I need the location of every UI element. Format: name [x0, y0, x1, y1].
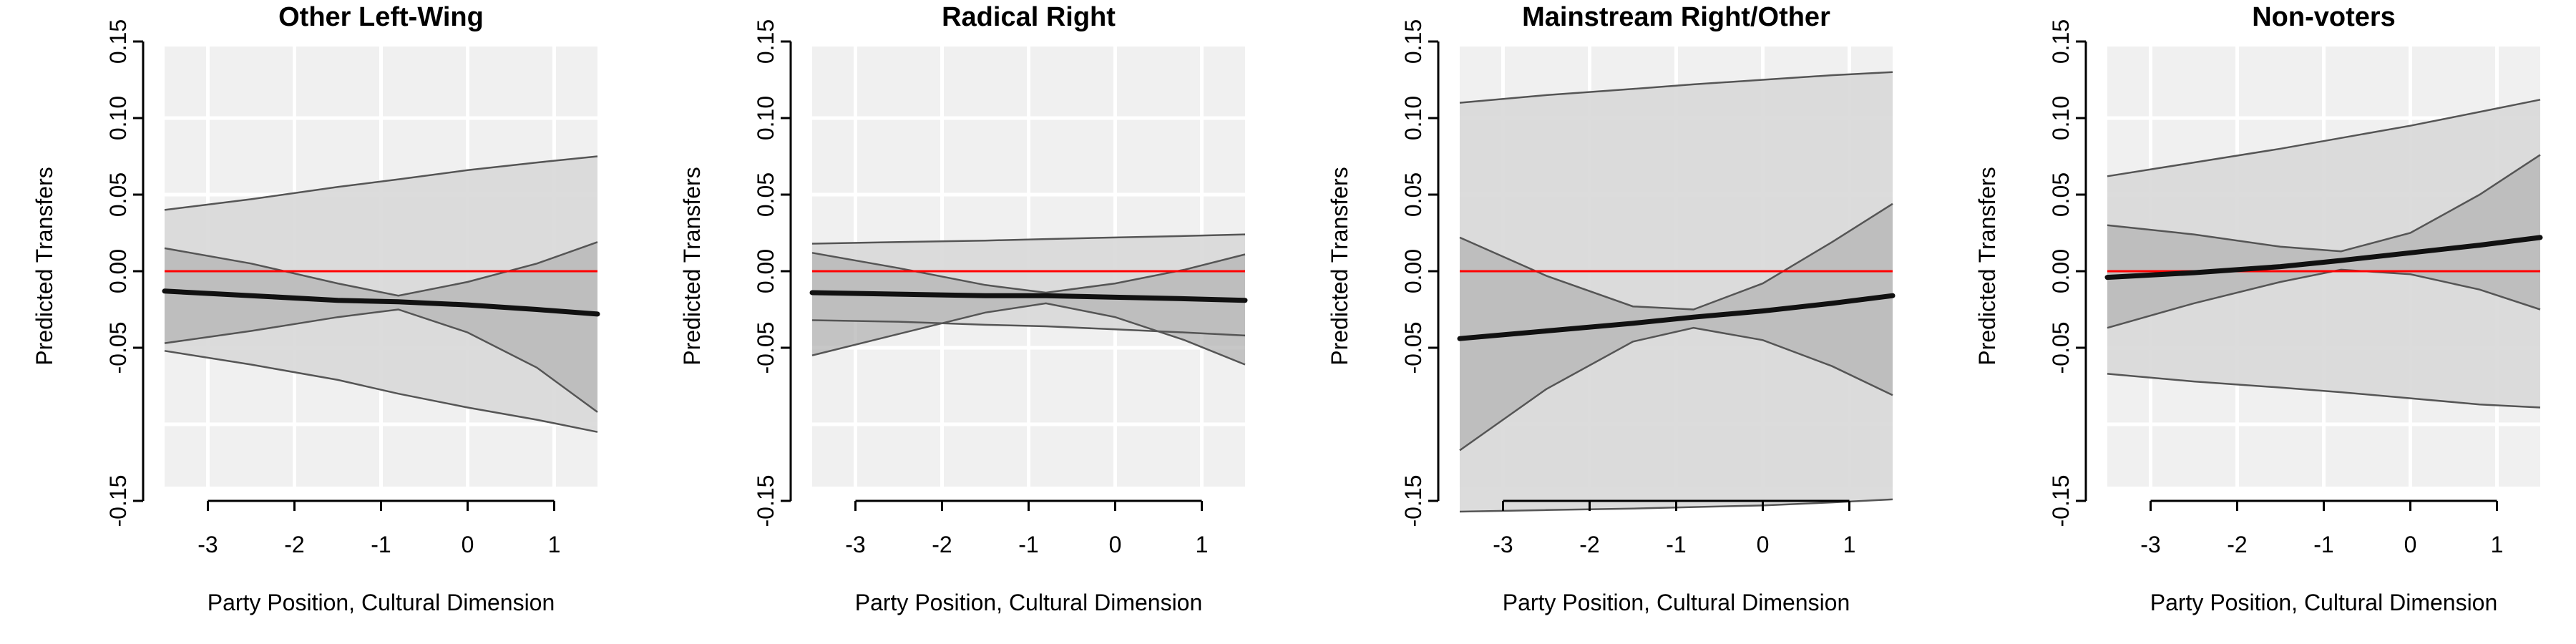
y-tick-label: -0.15 — [2048, 475, 2074, 527]
outer-band-lower-edge — [811, 319, 1246, 337]
outer-band-lower-edge — [2107, 373, 2541, 409]
y-axis-label: Predicted Transfers — [31, 167, 57, 365]
y-tick-label: 0.05 — [2048, 172, 2074, 217]
y-tick-label: 0.10 — [105, 96, 131, 140]
inner-band-upper-edge — [164, 241, 598, 297]
x-axis-label: Party Position, Cultural Dimension — [855, 590, 1203, 615]
x-tick-label: 1 — [1843, 532, 1856, 557]
y-tick-label: -0.05 — [2048, 322, 2074, 374]
x-tick-label: 1 — [2491, 532, 2504, 557]
inner-band-upper-edge — [811, 252, 1246, 294]
outer-band-upper-edge — [811, 233, 1246, 245]
y-tick-label: -0.15 — [105, 475, 131, 527]
x-tick-label: 1 — [548, 532, 561, 557]
y-tick-label: 0.10 — [2048, 96, 2074, 140]
x-tick-label: -1 — [371, 532, 391, 557]
estimate-line — [1457, 293, 1896, 341]
inner-band-lower-edge — [811, 302, 1246, 366]
x-tick-label: 0 — [2404, 532, 2417, 557]
y-tick-label: -0.05 — [753, 322, 779, 374]
x-tick-label: -2 — [2227, 532, 2247, 557]
outer-band-upper-edge — [164, 155, 598, 211]
x-tick-label: -3 — [2140, 532, 2160, 557]
y-tick-label: -0.05 — [1400, 322, 1426, 374]
panel-title: Other Left-Wing — [278, 2, 484, 32]
y-tick-label: -0.05 — [105, 322, 131, 374]
y-tick-label: 0.05 — [1400, 172, 1426, 217]
y-tick-label: 0.00 — [1400, 249, 1426, 293]
inner-confidence-band — [165, 242, 597, 412]
y-tick-label: 0.00 — [105, 249, 131, 293]
inner-band-lower-edge — [1459, 326, 1893, 452]
inner-confidence-band — [812, 253, 1245, 365]
inner-confidence-band — [2107, 155, 2540, 328]
y-tick-label: 0.15 — [105, 19, 131, 64]
x-tick-label: -2 — [284, 532, 304, 557]
outer-band-upper-edge — [1459, 71, 1893, 104]
y-tick-label: 0.15 — [2048, 19, 2074, 64]
x-tick-label: -2 — [1579, 532, 1599, 557]
x-tick-label: -3 — [197, 532, 218, 557]
y-tick-label: 0.10 — [753, 96, 779, 140]
y-tick-label: 0.00 — [2048, 249, 2074, 293]
inner-band-lower-edge — [2107, 268, 2541, 329]
panel-title: Radical Right — [942, 2, 1116, 32]
panel-title: Mainstream Right/Other — [1522, 2, 1830, 32]
estimate-line — [2104, 235, 2543, 280]
y-axis-label: Predicted Transfers — [1974, 167, 2000, 365]
outer-band-upper-edge — [2107, 99, 2541, 177]
y-tick-label: 0.05 — [753, 172, 779, 217]
x-tick-label: -2 — [932, 532, 952, 557]
x-tick-label: 0 — [1109, 532, 1122, 557]
x-axis-label: Party Position, Cultural Dimension — [208, 590, 555, 615]
inner-band-lower-edge — [164, 308, 598, 413]
y-tick-label: -0.15 — [753, 475, 779, 527]
panel-4: Non-voters -3 -2 -1 0 1 Party Position, Cultur… — [1974, 2, 2543, 615]
x-tick-label: 0 — [462, 532, 474, 557]
inner-band-upper-edge — [1459, 203, 1893, 311]
inner-band-upper-edge — [2107, 154, 2541, 253]
x-axis-label: Party Position, Cultural Dimension — [1503, 590, 1850, 615]
y-tick-label: 0.15 — [753, 19, 779, 64]
x-axis-label: Party Position, Cultural Dimension — [2150, 590, 2498, 615]
y-tick-label: -0.15 — [1400, 475, 1426, 527]
y-tick-label: 0.00 — [753, 249, 779, 293]
y-tick-label: 0.05 — [105, 172, 131, 217]
panel-2: Radical Right -3 -2 -1 0 1 Party Position, Cul… — [679, 2, 1248, 615]
panel-3: Mainstream Right/Other -3 -2 -1 0 1 Party Posi… — [1327, 2, 1896, 615]
y-axis-label: Predicted Transfers — [1327, 167, 1352, 365]
x-tick-label: -1 — [1018, 532, 1038, 557]
estimate-line — [162, 288, 600, 317]
y-tick-label: 0.10 — [1400, 96, 1426, 140]
x-tick-label: -3 — [845, 532, 865, 557]
y-tick-label: 0.15 — [1400, 19, 1426, 64]
x-tick-label: 1 — [1196, 532, 1209, 557]
x-tick-label: -3 — [1493, 532, 1513, 557]
x-tick-label: -1 — [2313, 532, 2333, 557]
inner-confidence-band — [1460, 203, 1893, 451]
panel-title: Non-voters — [2252, 2, 2396, 32]
outer-band-lower-edge — [1459, 498, 1893, 513]
outer-band-lower-edge — [164, 350, 598, 433]
panel-1: Other Left-Wing -3 -2 -1 0 1 Party Position, C… — [31, 2, 600, 615]
outer-confidence-band — [1460, 72, 1893, 512]
y-axis-label: Predicted Transfers — [679, 167, 705, 365]
estimate-line — [809, 290, 1248, 303]
x-tick-label: -1 — [1666, 532, 1686, 557]
x-tick-label: 0 — [1757, 532, 1770, 557]
